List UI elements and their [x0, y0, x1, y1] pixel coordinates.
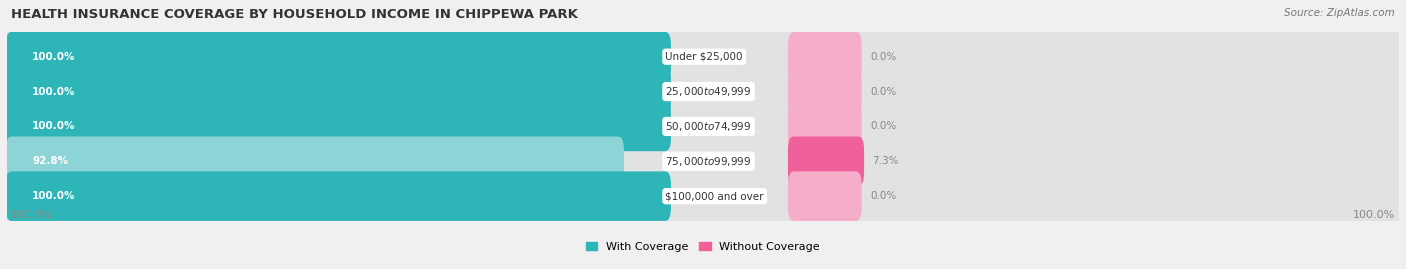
FancyBboxPatch shape [787, 32, 862, 82]
Text: HEALTH INSURANCE COVERAGE BY HOUSEHOLD INCOME IN CHIPPEWA PARK: HEALTH INSURANCE COVERAGE BY HOUSEHOLD I… [11, 8, 578, 21]
Text: 100.0%: 100.0% [1353, 210, 1395, 220]
Text: 100.0%: 100.0% [32, 191, 76, 201]
FancyBboxPatch shape [787, 171, 862, 221]
FancyBboxPatch shape [787, 137, 865, 186]
Text: $50,000 to $74,999: $50,000 to $74,999 [665, 120, 752, 133]
FancyBboxPatch shape [6, 102, 671, 151]
FancyBboxPatch shape [4, 62, 1402, 121]
Text: 92.8%: 92.8% [32, 156, 69, 166]
FancyBboxPatch shape [6, 32, 671, 82]
Text: 0.0%: 0.0% [870, 191, 896, 201]
FancyBboxPatch shape [6, 171, 671, 221]
Text: Source: ZipAtlas.com: Source: ZipAtlas.com [1284, 8, 1395, 18]
Text: 0.0%: 0.0% [870, 121, 896, 132]
Text: 0.0%: 0.0% [870, 87, 896, 97]
Text: 100.0%: 100.0% [32, 121, 76, 132]
Text: 7.3%: 7.3% [873, 156, 898, 166]
FancyBboxPatch shape [4, 167, 1402, 226]
Text: 100.0%: 100.0% [32, 52, 76, 62]
FancyBboxPatch shape [787, 102, 862, 151]
Text: $100,000 and over: $100,000 and over [665, 191, 763, 201]
Text: $25,000 to $49,999: $25,000 to $49,999 [665, 85, 752, 98]
FancyBboxPatch shape [6, 137, 624, 186]
Text: 100.0%: 100.0% [11, 210, 53, 220]
FancyBboxPatch shape [6, 67, 671, 116]
Legend: With Coverage, Without Coverage: With Coverage, Without Coverage [582, 238, 824, 256]
Text: Under $25,000: Under $25,000 [665, 52, 742, 62]
Text: 100.0%: 100.0% [32, 87, 76, 97]
Text: $75,000 to $99,999: $75,000 to $99,999 [665, 155, 752, 168]
FancyBboxPatch shape [4, 132, 1402, 191]
Text: 0.0%: 0.0% [870, 52, 896, 62]
FancyBboxPatch shape [787, 67, 862, 116]
FancyBboxPatch shape [4, 97, 1402, 156]
FancyBboxPatch shape [4, 27, 1402, 86]
